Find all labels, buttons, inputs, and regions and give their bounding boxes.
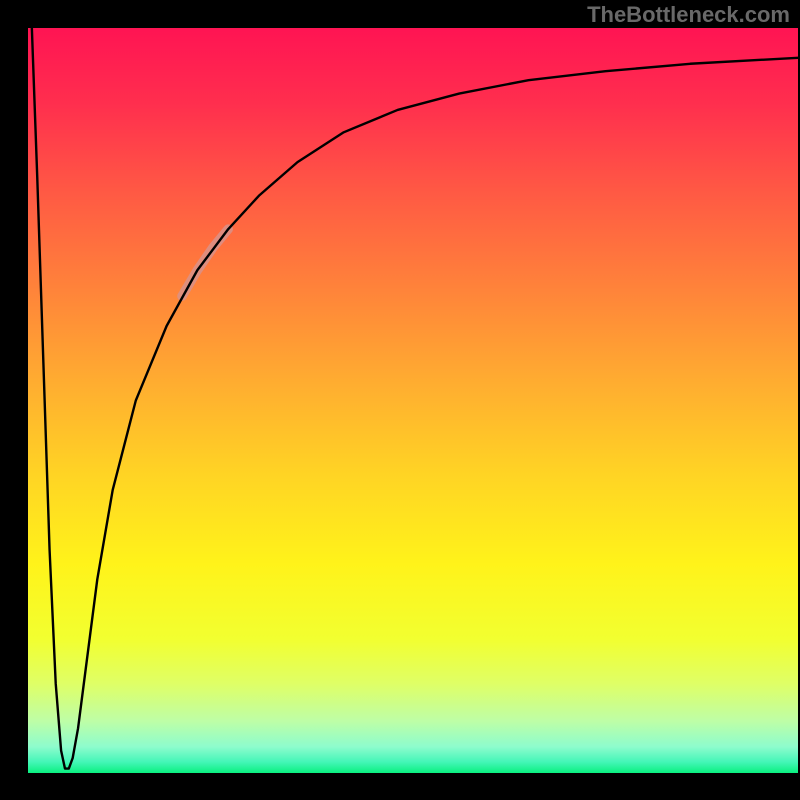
main-curve [32, 28, 798, 769]
curve-svg [28, 28, 798, 773]
attribution-text: TheBottleneck.com [587, 2, 790, 28]
chart-container: TheBottleneck.com [0, 0, 800, 800]
plot-area [28, 28, 798, 773]
